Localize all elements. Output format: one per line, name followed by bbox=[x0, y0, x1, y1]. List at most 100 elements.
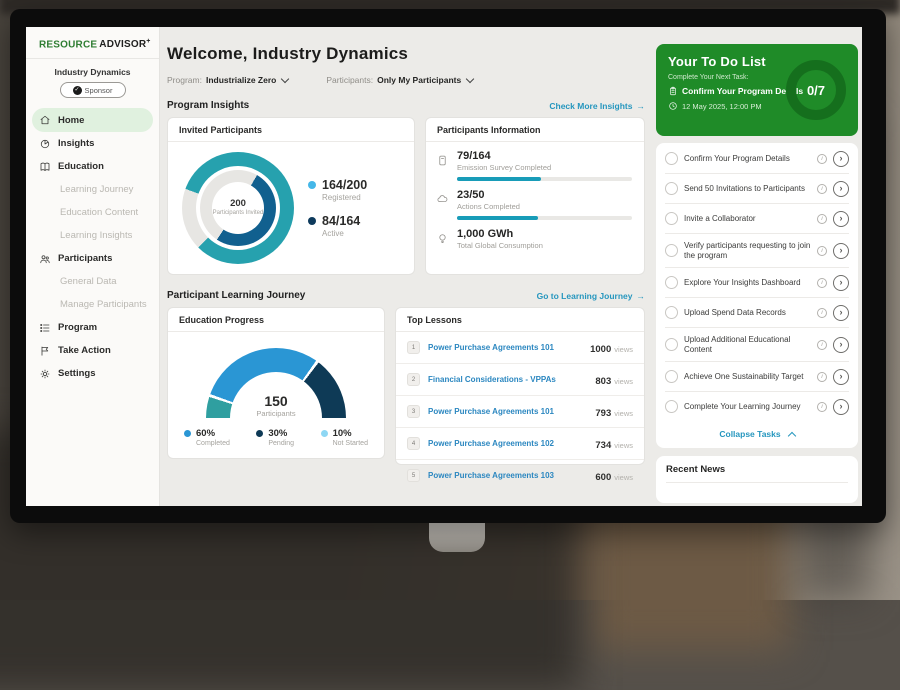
main-content: Welcome, Industry Dynamics Program:Indus… bbox=[160, 27, 650, 506]
info-icon[interactable]: i bbox=[817, 184, 827, 194]
lesson-title-link[interactable]: Power Purchase Agreements 101 bbox=[428, 343, 590, 352]
lesson-views-suffix: views bbox=[614, 345, 633, 354]
sidebar-item-home[interactable]: Home bbox=[32, 108, 153, 132]
lesson-title-link[interactable]: Power Purchase Agreements 101 bbox=[428, 407, 595, 416]
task-checkbox[interactable] bbox=[665, 276, 678, 289]
info-icon[interactable]: i bbox=[817, 278, 827, 288]
task-checkbox[interactable] bbox=[665, 244, 678, 257]
sidebar-item-learning-insights[interactable]: Learning Insights bbox=[26, 224, 159, 247]
task-open-button[interactable]: › bbox=[833, 243, 849, 259]
metric-progress-bar bbox=[457, 216, 632, 220]
task-checkbox[interactable] bbox=[665, 338, 678, 351]
clipboard-icon bbox=[668, 86, 678, 96]
sidebar-item-participants[interactable]: Participants bbox=[26, 247, 159, 270]
sidebar-item-program[interactable]: Program bbox=[26, 316, 159, 339]
info-icon[interactable]: i bbox=[817, 308, 827, 318]
invited-participants-donut-chart: 200 Participants Invited bbox=[182, 152, 294, 264]
filter-value: Only My Participants bbox=[377, 75, 461, 85]
go-to-learning-journey-link[interactable]: Go to Learning Journey → bbox=[537, 291, 645, 301]
arrow-right-icon: → bbox=[637, 291, 646, 301]
sidebar-item-label: Take Action bbox=[58, 345, 111, 356]
filter-dropdown-program[interactable]: Program:Industrialize Zero bbox=[167, 75, 288, 85]
task-label[interactable]: Send 50 Invitations to Participants bbox=[684, 184, 811, 194]
legend-label: Pending bbox=[268, 440, 294, 447]
task-open-button[interactable]: › bbox=[833, 275, 849, 291]
info-icon[interactable]: i bbox=[817, 402, 827, 412]
sidebar-item-manage-participants[interactable]: Manage Participants bbox=[26, 293, 159, 316]
task-open-button[interactable]: › bbox=[833, 181, 849, 197]
task-label[interactable]: Achieve One Sustainability Target bbox=[684, 372, 811, 382]
collapse-tasks-link[interactable]: Collapse Tasks bbox=[665, 421, 849, 445]
lesson-title-link[interactable]: Power Purchase Agreements 103 bbox=[428, 471, 595, 480]
task-checkbox[interactable] bbox=[665, 370, 678, 383]
lesson-title-link[interactable]: Financial Considerations - VPPAs bbox=[428, 375, 595, 384]
info-icon[interactable]: i bbox=[817, 340, 827, 350]
task-checkbox[interactable] bbox=[665, 182, 678, 195]
actions-icon bbox=[436, 193, 449, 206]
task-label[interactable]: Confirm Your Program Details bbox=[684, 154, 811, 164]
info-icon[interactable]: i bbox=[817, 214, 827, 224]
task-open-button[interactable]: › bbox=[833, 337, 849, 353]
gauge-legend: 60%Completed30%Pending10%Not Started bbox=[168, 418, 384, 447]
sponsor-icon: ✓ bbox=[73, 86, 82, 95]
dashboard-screen: RESOURCEADVISOR+ Industry Dynamics ✓ Spo… bbox=[26, 27, 862, 506]
info-icon[interactable]: i bbox=[817, 246, 827, 256]
task-open-button[interactable]: › bbox=[833, 151, 849, 167]
bulb-icon bbox=[436, 232, 449, 245]
legend-value: 84/164 bbox=[322, 214, 360, 228]
task-open-button[interactable]: › bbox=[833, 399, 849, 415]
todo-tasks-card: Confirm Your Program Details i › Send 50 In… bbox=[656, 143, 858, 448]
info-icon[interactable]: i bbox=[817, 372, 827, 382]
metric-value: 1,000 GWh bbox=[457, 228, 632, 240]
task-label[interactable]: Invite a Collaborator bbox=[684, 214, 811, 224]
task-checkbox[interactable] bbox=[665, 306, 678, 319]
gauge-legend-item-not-started: 10%Not Started bbox=[321, 428, 368, 447]
lesson-title-link[interactable]: Power Purchase Agreements 102 bbox=[428, 439, 595, 448]
todo-task-row: Invite a Collaborator i › bbox=[665, 204, 849, 234]
participants-information-card: Participants Information 79/164Emission … bbox=[425, 117, 645, 275]
todo-task-row: Verify participants requesting to join t… bbox=[665, 234, 849, 268]
task-label[interactable]: Upload Spend Data Records bbox=[684, 308, 811, 318]
sidebar-item-label: Education Content bbox=[60, 207, 138, 218]
lesson-views-value: 793 bbox=[595, 408, 611, 419]
arrow-right-icon: → bbox=[637, 101, 646, 111]
donut-center-label: Participants Invited bbox=[213, 210, 264, 218]
legend-value: 164/200 bbox=[322, 178, 367, 192]
sponsor-badge[interactable]: ✓ Sponsor bbox=[60, 82, 126, 98]
legend-item-registered: 164/200Registered bbox=[308, 178, 367, 202]
lesson-views-value: 734 bbox=[595, 440, 611, 451]
metric-label: Actions Completed bbox=[457, 202, 632, 211]
task-label[interactable]: Complete Your Learning Journey bbox=[684, 402, 811, 412]
settings-icon bbox=[39, 368, 51, 380]
filter-label: Participants: bbox=[326, 75, 373, 85]
task-checkbox[interactable] bbox=[665, 152, 678, 165]
legend-label: Not Started bbox=[333, 440, 368, 447]
info-icon[interactable]: i bbox=[817, 154, 827, 164]
legend-label: Active bbox=[322, 229, 360, 238]
program-insights-header: Program Insights Check More Insights → bbox=[167, 100, 645, 111]
lesson-row: 2Financial Considerations - VPPAs803view… bbox=[396, 364, 644, 396]
sidebar-item-label: General Data bbox=[60, 276, 117, 287]
task-checkbox[interactable] bbox=[665, 212, 678, 225]
sidebar-item-take-action[interactable]: Take Action bbox=[26, 339, 159, 362]
task-open-button[interactable]: › bbox=[833, 305, 849, 321]
sidebar-item-settings[interactable]: Settings bbox=[26, 362, 159, 385]
lesson-views-suffix: views bbox=[614, 473, 633, 482]
invited-participants-card-title: Invited Participants bbox=[168, 118, 414, 142]
participants-information-card-title: Participants Information bbox=[426, 118, 644, 142]
task-label[interactable]: Upload Additional Educational Content bbox=[684, 335, 811, 355]
check-more-insights-link[interactable]: Check More Insights → bbox=[549, 101, 645, 111]
sidebar-item-general-data[interactable]: General Data bbox=[26, 270, 159, 293]
filter-bar: Program:Industrialize Zero Participants: O… bbox=[167, 75, 645, 85]
task-open-button[interactable]: › bbox=[833, 211, 849, 227]
filter-dropdown-participants[interactable]: Participants: Only My Participants bbox=[326, 75, 473, 85]
task-checkbox[interactable] bbox=[665, 400, 678, 413]
task-label[interactable]: Explore Your Insights Dashboard bbox=[684, 278, 811, 288]
task-open-button[interactable]: › bbox=[833, 369, 849, 385]
sidebar-item-education-content[interactable]: Education Content bbox=[26, 201, 159, 224]
task-label[interactable]: Verify participants requesting to join t… bbox=[684, 241, 811, 261]
sidebar-item-education[interactable]: Education bbox=[26, 155, 159, 178]
sidebar-item-label: Insights bbox=[58, 138, 94, 149]
sidebar-item-insights[interactable]: Insights bbox=[26, 132, 159, 155]
sidebar-item-learning-journey[interactable]: Learning Journey bbox=[26, 178, 159, 201]
